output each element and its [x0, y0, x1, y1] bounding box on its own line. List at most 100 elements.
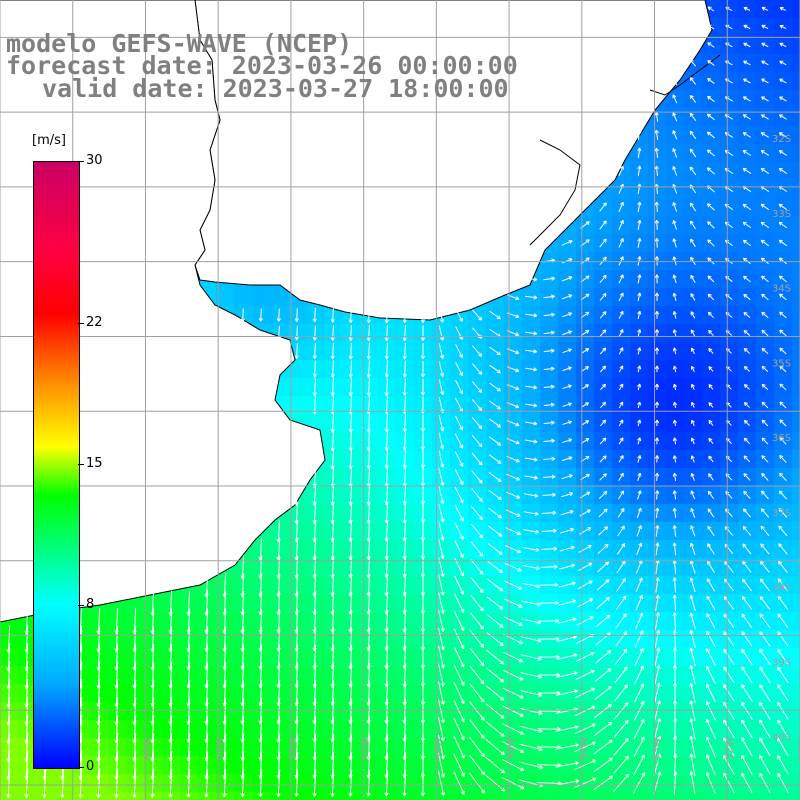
wind-arrow — [278, 326, 280, 340]
wind-arrow — [779, 78, 787, 84]
wind-arrow-head — [674, 383, 678, 388]
wind-arrow — [541, 548, 557, 550]
wind-arrow-head — [366, 392, 370, 396]
wind-arrow — [489, 418, 501, 428]
wind-arrow-head — [779, 275, 783, 278]
wind-cell — [792, 198, 800, 217]
wind-arrow — [455, 326, 463, 340]
wind-arrow — [672, 166, 678, 176]
wind-arrow-head — [587, 239, 590, 244]
wind-arrow-head — [691, 347, 695, 351]
wind-arrow — [673, 274, 677, 284]
wind-arrow-head — [779, 311, 784, 314]
wind-arrow-head — [639, 419, 642, 424]
wind-arrow-head — [673, 5, 677, 9]
wind-arrow-head — [762, 383, 766, 386]
wind-arrow-head — [674, 401, 678, 406]
wind-arrow-head — [708, 311, 712, 314]
wind-cell — [792, 720, 800, 739]
wind-arrow-head — [707, 203, 711, 206]
wind-arrow — [296, 325, 298, 341]
wind-arrow — [368, 413, 370, 433]
wind-arrow-head — [690, 166, 694, 170]
wind-arrow-head — [672, 76, 677, 80]
wind-arrow-head — [762, 401, 766, 404]
wind-arrow — [655, 165, 659, 177]
wind-arrow — [599, 220, 607, 230]
wind-arrow-head — [673, 238, 677, 242]
wind-arrow — [760, 239, 770, 247]
wind-arrow-head — [586, 402, 590, 407]
wind-arrow-head — [779, 383, 784, 386]
wind-arrow — [618, 419, 624, 427]
wind-arrow — [743, 348, 751, 354]
wind-arrow — [743, 311, 751, 319]
wind-arrow — [689, 166, 697, 176]
wind-arrow-head — [605, 238, 607, 243]
wind-arrow — [350, 325, 352, 341]
wind-arrow-head — [743, 257, 747, 260]
wind-arrow-head — [440, 391, 444, 396]
wind-arrow-head — [761, 329, 766, 332]
wind-arrow — [525, 349, 537, 353]
wind-arrow — [618, 220, 624, 230]
wind-arrow — [724, 203, 734, 211]
wind-arrow — [438, 343, 444, 359]
wind-arrow-head — [655, 22, 659, 27]
wind-arrow — [618, 311, 624, 319]
wind-arrow-head — [384, 374, 388, 378]
wind-arrow — [761, 401, 769, 409]
wind-arrow — [674, 629, 676, 649]
wind-arrow — [599, 238, 607, 248]
wind-arrow-head — [586, 366, 590, 370]
wind-arrow — [672, 130, 678, 140]
wind-arrow-head — [459, 319, 463, 322]
wind-cell — [792, 648, 800, 667]
wind-arrow — [778, 221, 788, 229]
wind-cell — [792, 72, 800, 91]
wind-arrow-head — [402, 319, 406, 324]
wind-cell — [792, 270, 800, 289]
wind-arrow — [761, 383, 769, 391]
wind-arrow — [561, 258, 573, 264]
wind-arrow — [637, 201, 641, 213]
wind-cell — [288, 378, 307, 397]
wind-arrow-head — [672, 130, 677, 134]
wind-arrow-head — [569, 312, 573, 317]
wind-arrow-head — [673, 220, 677, 224]
wind-arrow — [543, 367, 555, 371]
wind-arrow — [655, 58, 659, 68]
wind-arrow-head — [276, 318, 280, 322]
wind-arrow-head — [604, 384, 607, 388]
wind-arrow — [707, 42, 715, 48]
wind-arrow-head — [384, 392, 388, 396]
wind-arrow — [599, 202, 607, 212]
wind-arrow — [350, 360, 352, 378]
wind-arrow-head — [639, 256, 642, 260]
wind-arrow-head — [656, 237, 659, 242]
wind-arrow-head — [569, 294, 573, 299]
wind-arrow-head — [330, 429, 333, 433]
wind-arrow-head — [569, 276, 573, 281]
wind-arrow — [707, 6, 715, 12]
wind-arrow — [655, 22, 659, 32]
wind-arrow — [332, 360, 334, 378]
wind-arrow-head — [655, 111, 659, 116]
wind-arrow-head — [604, 402, 607, 406]
wind-arrow-head — [761, 311, 766, 314]
wind-arrow-head — [498, 553, 503, 555]
wind-arrow — [581, 420, 589, 426]
wind-arrow — [689, 113, 697, 121]
wind-arrow — [618, 183, 624, 195]
wind-cell — [774, 792, 793, 800]
wind-arrow-head — [639, 472, 642, 477]
wind-arrow-head — [348, 428, 351, 433]
wind-arrow — [580, 293, 590, 301]
wind-arrow-head — [655, 129, 659, 134]
wind-cell — [792, 216, 800, 235]
wind-arrow-head — [366, 374, 370, 378]
wind-arrow — [743, 239, 751, 247]
wind-arrow-head — [440, 373, 444, 377]
wind-cell — [792, 126, 800, 145]
wind-arrow-head — [655, 76, 659, 80]
